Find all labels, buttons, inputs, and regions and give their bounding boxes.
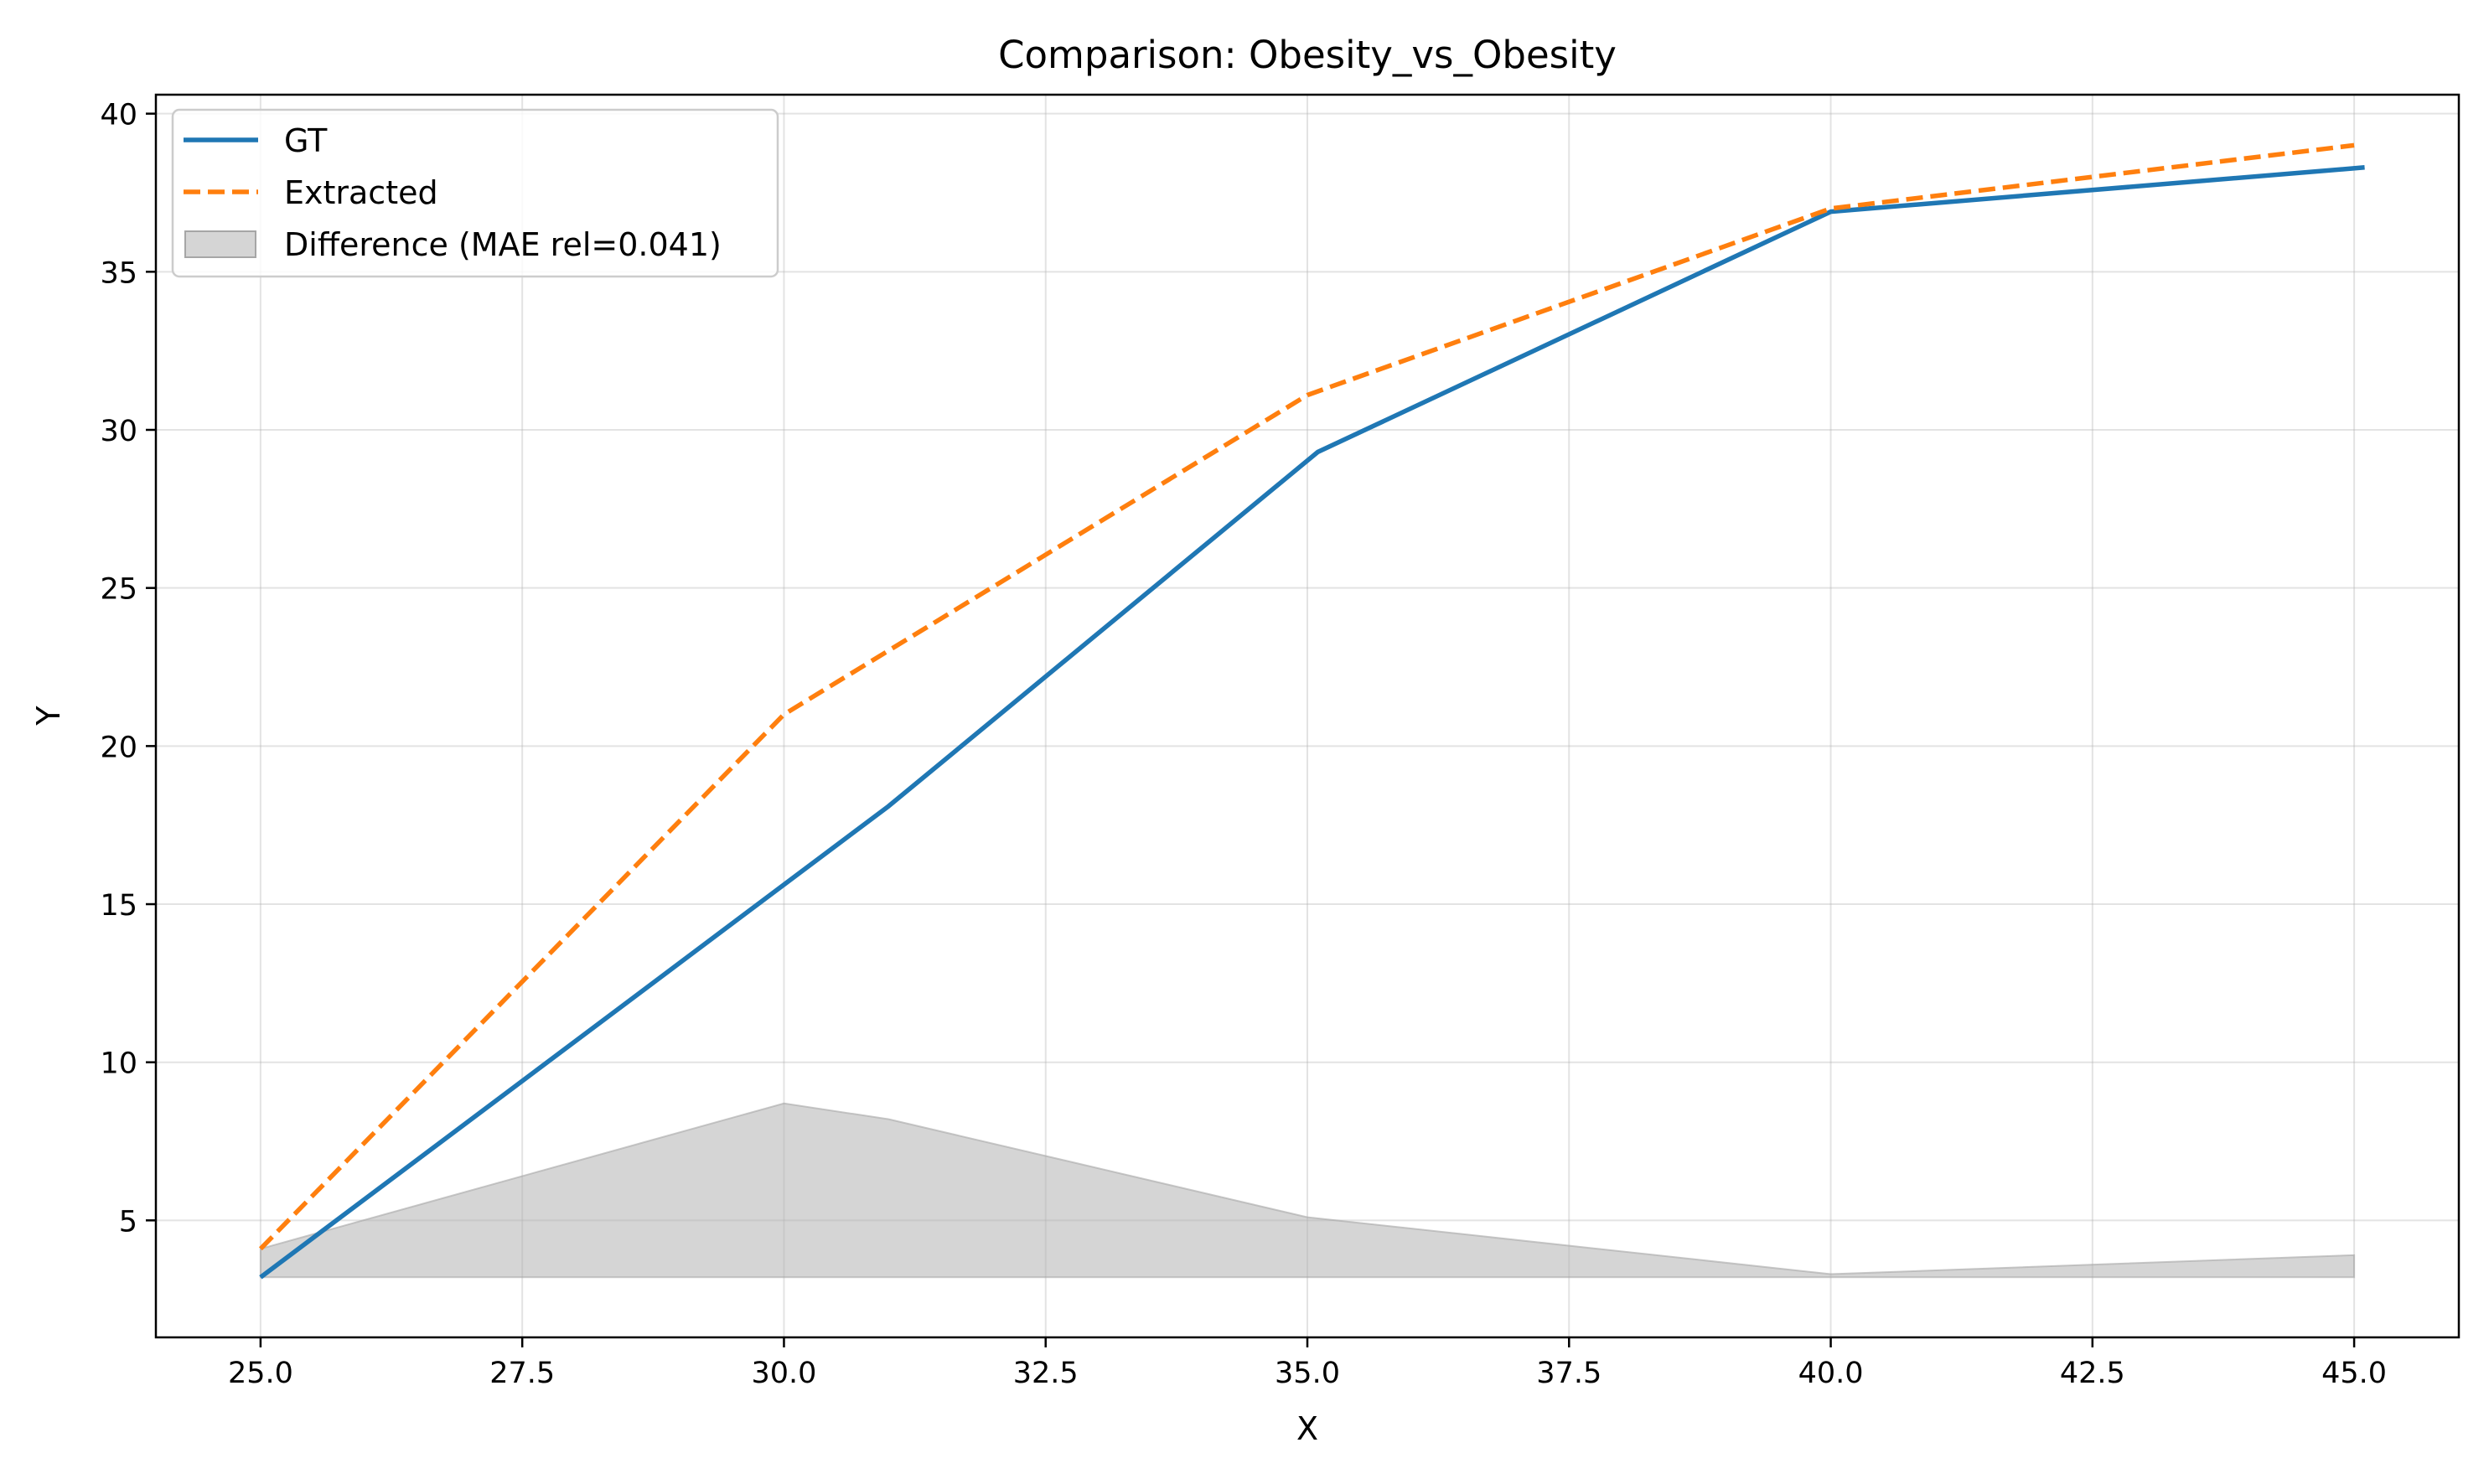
x-tick-label: 45.0 bbox=[2321, 1357, 2387, 1390]
legend-gt-label: GT bbox=[284, 122, 328, 159]
y-tick-label: 40 bbox=[100, 99, 137, 132]
x-tick-label: 25.0 bbox=[228, 1357, 293, 1390]
legend-box bbox=[171, 108, 779, 278]
difference-area-layer bbox=[259, 1102, 2356, 1279]
difference-area bbox=[259, 1102, 2356, 1279]
legend-extracted-label: Extracted bbox=[284, 174, 438, 211]
series-lines-layer bbox=[258, 142, 2365, 1280]
x-tick-label: 32.5 bbox=[1013, 1357, 1079, 1390]
x-tick-label: 40.0 bbox=[1798, 1357, 1864, 1390]
chart-title: Comparison: Obesity_vs_Obesity bbox=[998, 33, 1617, 77]
y-tick-label: 35 bbox=[100, 256, 137, 290]
plot-area bbox=[156, 95, 2459, 1337]
legend-difference-label: Difference (MAE rel=0.041) bbox=[284, 226, 722, 263]
x-tick-label: 42.5 bbox=[2060, 1357, 2125, 1390]
y-tick-label: 20 bbox=[100, 731, 137, 764]
x-tick-label: 27.5 bbox=[489, 1357, 555, 1390]
series-line-gt bbox=[259, 165, 2365, 1280]
legend-difference-swatch bbox=[184, 230, 256, 258]
x-axis-ticks: 25.0 27.5 30.0 32.5 35.0 37.5 40.0 42.5 45.0 bbox=[228, 1337, 2387, 1390]
y-tick-label: 15 bbox=[100, 889, 137, 923]
x-tick-label: 35.0 bbox=[1275, 1357, 1340, 1390]
x-axis-label: X bbox=[1296, 1410, 1318, 1447]
y-tick-label: 5 bbox=[119, 1205, 137, 1238]
x-tick-label: 30.0 bbox=[751, 1357, 816, 1390]
series-line-extracted bbox=[258, 142, 2355, 1251]
y-axis-ticks: 5 10 15 20 25 30 35 40 bbox=[100, 99, 156, 1238]
y-tick-label: 10 bbox=[100, 1047, 137, 1081]
y-axis-label: Y bbox=[30, 706, 67, 726]
y-tick-label: 25 bbox=[100, 573, 137, 607]
x-tick-label: 37.5 bbox=[1536, 1357, 1602, 1390]
legend: GT Extracted Difference (MAE rel=0.041) bbox=[171, 108, 779, 278]
y-tick-label: 30 bbox=[100, 415, 137, 448]
